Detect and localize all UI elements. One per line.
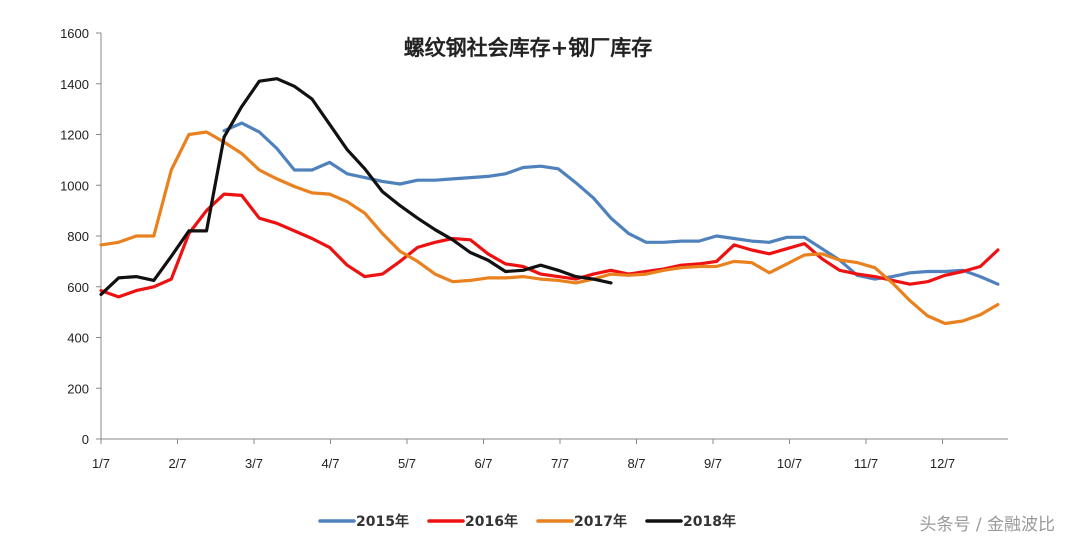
x-tick-label: 9/7 bbox=[704, 456, 722, 471]
y-tick-label: 1200 bbox=[60, 128, 89, 143]
y-tick-label: 800 bbox=[67, 229, 89, 244]
series-line-2017 bbox=[99, 130, 1000, 326]
x-tick-label: 7/7 bbox=[551, 456, 569, 471]
y-tick-label: 1000 bbox=[60, 178, 89, 193]
x-tick-label: 11/7 bbox=[854, 456, 878, 471]
chart-title: 螺纹钢社会库存+钢厂库存 bbox=[404, 36, 653, 60]
series-line-2018 bbox=[99, 77, 613, 296]
x-tick-label: 6/7 bbox=[474, 456, 492, 471]
y-tick-label: 400 bbox=[67, 331, 89, 346]
x-tick-label: 8/7 bbox=[627, 456, 645, 471]
y-tick-label: 1600 bbox=[60, 26, 89, 41]
y-tick-label: 600 bbox=[67, 280, 89, 295]
x-tick-label: 4/7 bbox=[321, 456, 339, 471]
legend-label: 2018年 bbox=[683, 513, 736, 530]
legend-label: 2016年 bbox=[465, 513, 518, 530]
x-tick-label: 2/7 bbox=[168, 456, 186, 471]
x-tick-label: 10/7 bbox=[777, 456, 802, 471]
legend-label: 2017年 bbox=[574, 513, 627, 530]
x-axis: 1/7 2/7 3/7 4/7 5/7 6/7 7/7 8/7 9/7 10/7 11/7 12/7 bbox=[92, 438, 1008, 471]
watermark-text: 头条号 / 金融波比 bbox=[919, 515, 1055, 535]
y-axis: 0 200 400 600 800 1000 1200 1400 1600 bbox=[60, 26, 102, 447]
y-tick-label: 1400 bbox=[60, 77, 89, 92]
legend: 2015年 2016年 2017年 2018年 bbox=[318, 513, 736, 530]
x-tick-label: 3/7 bbox=[245, 456, 263, 471]
x-tick-label: 5/7 bbox=[398, 456, 416, 471]
x-tick-label: 1/7 bbox=[92, 456, 110, 471]
series-line-2016 bbox=[99, 192, 1000, 299]
y-tick-label: 200 bbox=[67, 381, 89, 396]
x-tick-label: 12/7 bbox=[930, 456, 955, 471]
series-lines bbox=[99, 77, 1000, 326]
series-line-2015 bbox=[222, 121, 1000, 286]
legend-label: 2015年 bbox=[356, 513, 409, 530]
y-tick-label: 0 bbox=[82, 432, 89, 447]
